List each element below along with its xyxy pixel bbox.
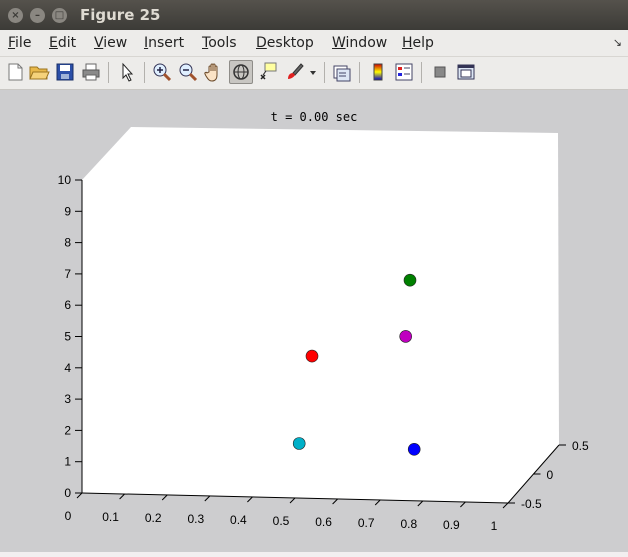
y-tick-label: -0.5 <box>521 497 542 511</box>
menu-tools-mnemonic: T <box>202 35 209 51</box>
menu-window[interactable]: Window <box>332 35 387 51</box>
scatter-point <box>403 273 417 287</box>
link-plot-icon[interactable] <box>331 61 353 83</box>
menu-help[interactable]: Help <box>402 35 434 51</box>
z-ticks: 0 1 2 3 4 5 6 7 8 9 10 <box>58 173 82 500</box>
menu-file-mnemonic: F <box>8 35 16 51</box>
y-tick-label: 0 <box>547 468 554 482</box>
x-tick-mark <box>161 494 168 501</box>
zoom-out-icon[interactable] <box>177 61 199 83</box>
x-tick-mark <box>289 497 296 504</box>
hide-plot-tools-icon[interactable] <box>429 61 451 83</box>
menu-tools[interactable]: Tools <box>202 35 237 51</box>
save-icon[interactable] <box>54 61 76 83</box>
show-plot-tools-icon[interactable] <box>455 61 477 83</box>
z-tick-label: 6 <box>64 298 71 312</box>
x-tick-label: 0.8 <box>400 517 417 531</box>
menu-help-label: elp <box>412 35 434 51</box>
x-tick-label: 0.9 <box>443 518 460 532</box>
menu-bar: File Edit View Insert Tools Desktop Wind… <box>0 30 628 57</box>
x-tick-mark <box>374 499 381 506</box>
menu-view[interactable]: View <box>94 35 127 51</box>
z-tick-label: 10 <box>58 173 72 187</box>
z-tick-label: 9 <box>64 204 71 218</box>
y-tick-label: 0.5 <box>572 439 589 453</box>
minimize-window-button[interactable]: – <box>30 8 45 23</box>
scatter-point <box>399 330 413 343</box>
x-tick-mark <box>502 502 509 509</box>
scatter-point <box>305 349 319 363</box>
x-tick-label: 0 <box>65 509 72 523</box>
menu-insert-mnemonic: I <box>144 35 149 51</box>
scatter-point <box>292 437 306 450</box>
window-bottom-edge <box>0 552 628 557</box>
menu-file[interactable]: File <box>8 35 31 51</box>
x-tick-label: 0.2 <box>145 511 162 525</box>
x-tick-mark <box>119 493 125 500</box>
pointer-icon[interactable] <box>116 61 138 83</box>
data-cursor-icon[interactable] <box>257 61 279 83</box>
x-tick-mark <box>204 495 211 502</box>
x-tick-label: 0.6 <box>315 515 332 529</box>
menu-edit[interactable]: Edit <box>49 35 76 51</box>
x-tick-label: 0.7 <box>358 516 375 530</box>
title-bar: × – □ Figure 25 <box>0 0 628 30</box>
menu-view-mnemonic: V <box>94 35 104 51</box>
zoom-in-icon[interactable] <box>151 61 173 83</box>
toolbar <box>0 57 628 90</box>
menu-edit-mnemonic: E <box>49 35 58 51</box>
new-figure-icon[interactable] <box>4 61 26 83</box>
menu-desktop-label: esktop <box>266 35 314 51</box>
z-tick-label: 4 <box>64 361 71 375</box>
x-tick-mark <box>247 496 253 503</box>
x-tick-mark <box>460 501 466 508</box>
z-tick-label: 0 <box>64 486 71 500</box>
scatter-point <box>407 442 421 456</box>
x-tick-label: 0.4 <box>230 513 247 527</box>
scatter-points <box>292 273 421 456</box>
axes-background <box>82 127 559 503</box>
z-tick-label: 7 <box>64 267 71 281</box>
window-title: Figure 25 <box>80 6 161 24</box>
menu-view-label: iew <box>103 35 128 51</box>
close-window-button[interactable]: × <box>8 8 23 23</box>
rotate-3d-icon[interactable] <box>229 60 253 84</box>
menu-file-label: ile <box>15 35 32 51</box>
menu-edit-label: dit <box>57 35 77 51</box>
open-file-icon[interactable] <box>28 61 50 83</box>
z-tick-label: 8 <box>64 236 71 250</box>
brush-dropdown-icon[interactable] <box>307 61 319 83</box>
legend-icon[interactable] <box>393 61 415 83</box>
x-tick-label: 0.1 <box>102 510 119 524</box>
z-tick-label: 2 <box>64 423 71 437</box>
z-tick-label: 3 <box>64 392 71 406</box>
pan-hand-icon[interactable] <box>203 61 225 83</box>
plot-title: t = 0.00 sec <box>270 110 358 124</box>
menu-insert[interactable]: Insert <box>144 35 184 51</box>
x-tick-mark <box>417 500 424 507</box>
x-ticks: 0 0.1 0.2 0.3 0.4 0.5 0.6 0.7 0.8 0.9 1 <box>65 492 509 533</box>
menu-desktop-mnemonic: D <box>256 35 267 51</box>
menu-insert-label: nsert <box>148 35 185 51</box>
brush-icon[interactable] <box>283 61 305 83</box>
maximize-window-button[interactable]: □ <box>52 8 67 23</box>
z-tick-label: 1 <box>64 455 71 469</box>
menu-desktop[interactable]: Desktop <box>256 35 314 51</box>
x-tick-mark <box>332 498 338 505</box>
menu-window-mnemonic: W <box>332 35 346 51</box>
print-icon[interactable] <box>80 61 102 83</box>
z-tick-label: 5 <box>64 330 71 344</box>
x-tick-mark <box>76 492 83 499</box>
menu-overflow-icon[interactable]: ↘ <box>612 36 622 49</box>
menu-help-mnemonic: H <box>402 35 413 51</box>
menu-tools-label: ools <box>208 35 237 51</box>
x-tick-label: 1 <box>491 519 498 533</box>
menu-window-label: indow <box>345 35 388 51</box>
x-tick-label: 0.5 <box>273 514 290 528</box>
y-ticks: -0.5 0 0.5 <box>508 439 589 511</box>
colorbar-icon[interactable] <box>367 61 389 83</box>
x-tick-label: 0.3 <box>187 512 204 526</box>
